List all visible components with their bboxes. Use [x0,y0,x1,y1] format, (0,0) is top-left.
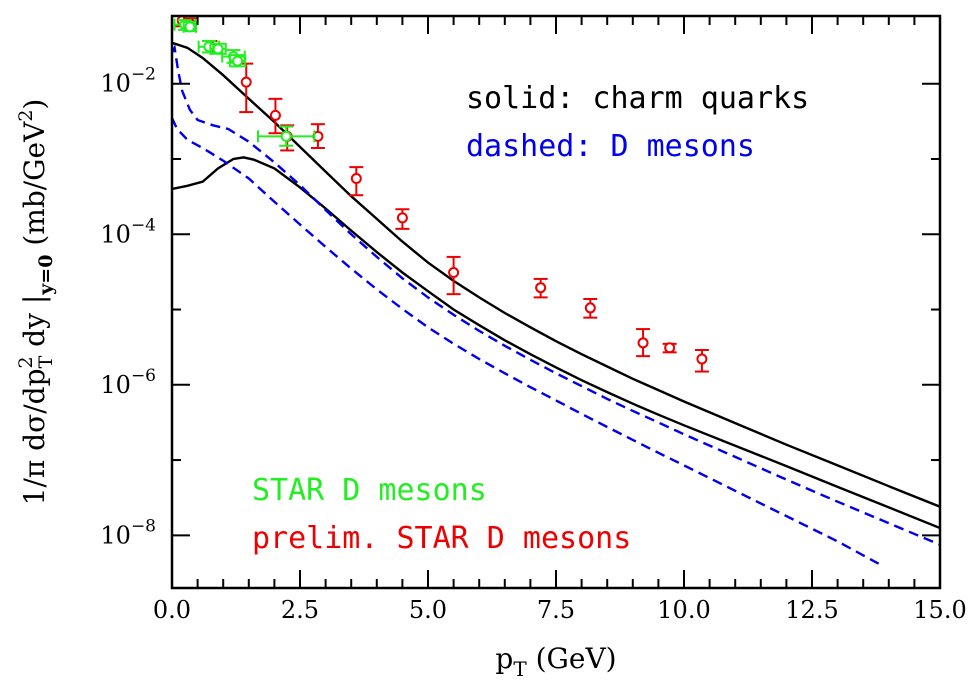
x-tick-label: 7.5 [537,596,575,624]
prelim-star-point [694,348,709,373]
y-axis-title-part2: dy | [18,295,51,356]
charm-quark-curve-2 [172,156,940,530]
star-d-meson-point [182,20,198,33]
y-tick-label-exponent: −2 [131,65,156,85]
y-tick-labels: 10−210−410−610−8 [100,65,156,550]
charm-quark-curve-1 [172,41,940,508]
x-tick-label: 5.0 [409,596,447,624]
y-tick-label-exponent: −8 [131,516,156,536]
x-tick-label: 10.0 [657,596,710,624]
x-tick-labels: 0.0 2.5 5.0 7.5 10.0 12.5 15.0 [153,596,967,624]
prelim-star-point-marker [350,173,362,185]
y-tick-label: 10−2 [100,65,156,98]
prelim-star-point [268,97,283,135]
prelim-star-point-marker [584,302,596,314]
x-axis-title-rest: (GeV) [527,642,617,675]
d-meson-curve-4 [172,117,880,565]
star-d-meson-point [173,18,197,31]
x-tick-label: 2.5 [281,596,319,624]
y-axis-title-sup: 2 [15,356,37,368]
d-meson-curve-3 [172,44,940,546]
prelim-star-point-marker [240,76,252,88]
prelim-star-point [349,166,364,197]
y-axis-title-part3: (mb/GeV [18,121,51,255]
prelim-star-point-marker [269,109,281,121]
data-points [173,15,709,373]
x-tick-label: 15.0 [913,596,966,624]
prelim-star-point [583,297,598,319]
y-axis-title-part4: ) [18,99,51,110]
prelim-star-point [533,277,548,299]
prelim-star-point [636,328,651,358]
star-d-meson-point-marker [232,55,244,67]
x-axis-title-sub: T [513,657,527,681]
prelim-star-point [395,208,410,230]
y-tick-label-base: 10 [100,220,131,248]
legend-star-d-mesons: STAR D mesons [252,473,487,508]
star-d-meson-point-marker [280,130,292,142]
y-tick-label: 10−8 [100,516,156,549]
prelim-star-point [239,62,254,114]
prelim-star-point [662,342,677,354]
prelim-star-point [446,255,461,296]
prelim-star-point-marker [396,212,408,224]
x-axis-title-main: p [495,642,513,675]
star-d-meson-point [209,42,227,55]
y-tick-label-base: 10 [100,70,131,98]
y-axis-title: 1/π dσ/dp2T dy |y=0 (mb/GeV2) [15,99,57,506]
prelim-star-point-marker [696,353,708,365]
star-d-meson-point-marker [184,21,196,33]
prelim-star-point-marker [535,282,547,294]
legend-dashed-d-mesons: dashed: D mesons [466,129,755,164]
y-tick-label-exponent: −4 [131,215,156,235]
x-tick-label: 12.5 [785,596,838,624]
x-axis-title: pT (GeV) [495,642,616,681]
legend-prelim-star-d-mesons: prelim. STAR D mesons [252,521,631,556]
y-axis-title-part1: 1/π dσ/dp [18,369,51,506]
star-d-meson-point [228,54,247,68]
y-tick-label-base: 10 [100,371,131,399]
star-d-meson-point-marker [212,43,224,55]
prelim-star-point-marker [664,342,676,354]
prelim-star-point-marker [448,267,460,279]
legend-solid-charm-quarks: solid: charm quarks [466,81,809,116]
theory-curves [172,41,940,565]
y-tick-label-base: 10 [100,521,131,549]
axis-ticks [171,16,941,588]
prelim-star-point-marker [637,337,649,349]
star-d-meson-point [257,125,316,147]
x-tick-label: 0.0 [153,596,191,624]
y-axis-title-sup2: 2 [15,110,37,122]
y-axis-title-sub-y: y=0 [35,255,57,296]
y-axis-title-sub-t: T [35,355,57,368]
y-tick-label: 10−6 [100,366,156,399]
y-tick-label-exponent: −6 [131,366,156,386]
star-d-meson-point [197,39,221,54]
y-tick-label: 10−4 [100,215,156,248]
